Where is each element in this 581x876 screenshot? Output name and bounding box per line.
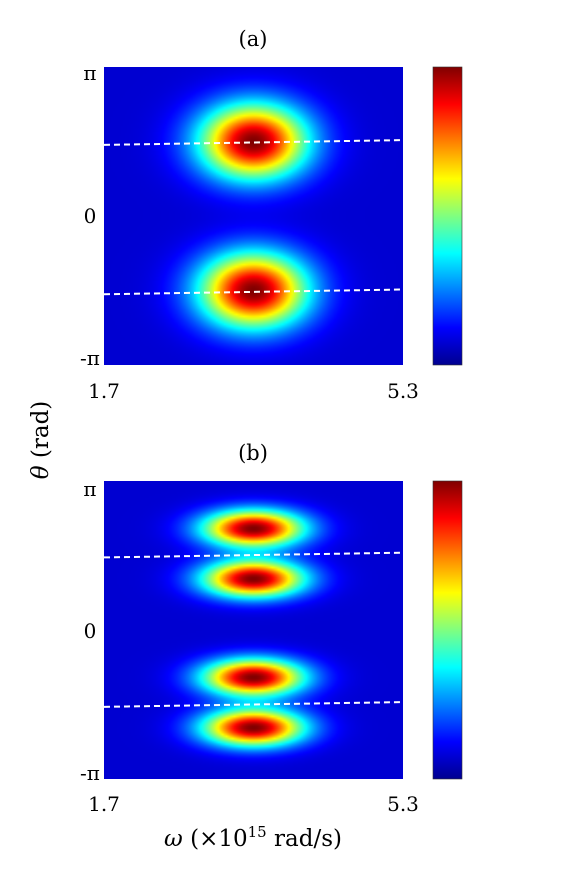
panel-b: (b) π 0 -π 1.7 5.3	[80, 441, 463, 816]
panel-b-ytick-bottom: -π	[80, 761, 100, 785]
y-axis-label: θ (rad)	[28, 401, 54, 480]
panel-a-ytick-mid: 0	[84, 204, 97, 228]
panel-b-y-ticks: π 0 -π	[80, 477, 100, 785]
panel-b-heatmap-image	[104, 481, 403, 779]
panel-a: (a) π 0 -π 1.7 5.3	[80, 27, 463, 403]
panel-b-ytick-mid: 0	[84, 619, 97, 643]
x-axis-prefix: (×10	[183, 826, 248, 852]
panel-a-xtick-right: 5.3	[387, 379, 419, 403]
x-axis-label: ω (×1015 rad/s)	[164, 823, 342, 852]
panel-a-colorbar	[432, 66, 463, 366]
panel-b-colorbar	[432, 480, 463, 780]
panel-a-heatmap-image	[104, 67, 403, 365]
panel-b-heatmap	[104, 481, 403, 779]
panel-b-title: (b)	[238, 441, 268, 465]
panel-a-y-ticks: π 0 -π	[80, 61, 100, 370]
panel-b-ytick-top: π	[83, 477, 96, 501]
y-axis-unit: (rad)	[28, 401, 54, 466]
panel-b-x-ticks: 1.7 5.3	[88, 792, 419, 816]
y-axis-symbol: θ	[28, 465, 54, 479]
panel-a-xtick-left: 1.7	[88, 379, 120, 403]
panel-b-xtick-left: 1.7	[88, 792, 120, 816]
x-axis-symbol: ω	[164, 826, 183, 852]
panel-a-ytick-bottom: -π	[80, 346, 100, 370]
panel-a-x-ticks: 1.7 5.3	[88, 379, 419, 403]
x-axis-suffix: rad/s)	[267, 826, 342, 852]
panel-a-title: (a)	[239, 27, 268, 51]
panel-b-xtick-right: 5.3	[387, 792, 419, 816]
panel-a-ytick-top: π	[83, 61, 96, 85]
x-axis-exponent: 15	[248, 823, 267, 841]
panel-a-heatmap	[104, 67, 403, 365]
